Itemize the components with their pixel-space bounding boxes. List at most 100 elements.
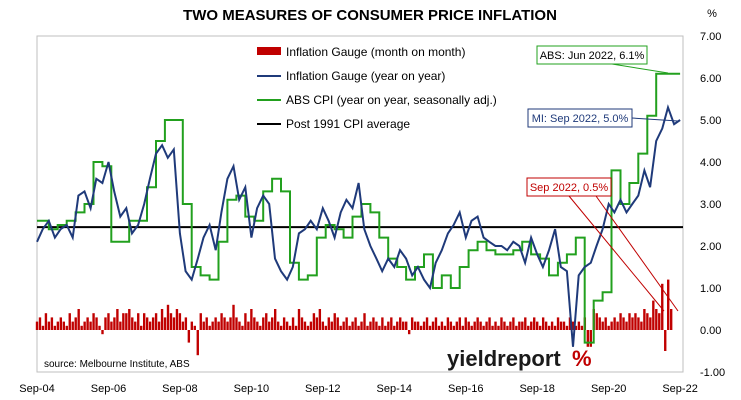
- bar-mom: [470, 325, 473, 330]
- bar-mom: [196, 330, 199, 356]
- y-unit-label: %: [707, 8, 717, 20]
- bar-mom: [89, 321, 92, 330]
- bar-mom: [128, 309, 131, 330]
- bar-mom: [190, 321, 194, 330]
- bar-mom: [351, 321, 354, 330]
- bar-mom: [271, 317, 274, 330]
- bar-mom: [476, 317, 479, 330]
- bar-mom: [571, 321, 575, 330]
- bar-mom: [327, 317, 330, 330]
- bar-mom: [259, 325, 262, 330]
- bar-mom: [399, 317, 402, 330]
- y-tick-label: 2.00: [700, 241, 721, 253]
- bar-mom: [333, 313, 336, 330]
- bar-mom: [143, 313, 146, 330]
- bar-mom: [214, 317, 217, 330]
- bar-mom: [488, 317, 491, 330]
- bar-mom: [232, 304, 235, 330]
- bar-mom: [437, 325, 441, 330]
- line-series: [36, 72, 681, 347]
- bar-mom: [485, 321, 488, 330]
- bar-mom: [547, 325, 551, 330]
- bar-mom: [187, 330, 191, 343]
- bar-mom: [104, 317, 107, 330]
- bar-mom: [562, 321, 566, 330]
- bar-mom: [634, 313, 637, 330]
- bar-mom: [556, 317, 560, 330]
- y-tick-label: 3.00: [700, 199, 721, 211]
- bar-mom: [402, 321, 405, 330]
- bar-mom: [574, 325, 578, 330]
- bar-mom: [241, 325, 244, 330]
- bar-mom: [440, 321, 444, 330]
- bar-mom: [565, 325, 569, 330]
- bar-mom: [235, 317, 238, 330]
- x-tick-label: Sep-08: [162, 383, 197, 395]
- legend-label-mom: Inflation Gauge (month on month): [286, 45, 465, 59]
- bar-mom: [220, 313, 223, 330]
- bar-mom: [101, 330, 104, 335]
- bar-mom: [288, 325, 292, 330]
- annotation-mom-leader-1: [568, 195, 665, 312]
- bar-mom: [628, 313, 631, 330]
- bar-mom: [238, 321, 241, 330]
- brand-part2: report: [497, 346, 561, 371]
- bar-mom: [422, 321, 426, 330]
- brand-part1: yield: [447, 346, 497, 371]
- bar-mom: [268, 321, 271, 330]
- bar-mom: [148, 321, 152, 330]
- bar-mom: [649, 317, 652, 330]
- bar-mom: [434, 317, 438, 330]
- legend-swatch-mom: [257, 47, 281, 55]
- bar-mom: [178, 313, 182, 330]
- bar-mom: [74, 317, 77, 330]
- legend-label-avg: Post 1991 CPI average: [286, 117, 410, 131]
- source-note: source: Melbourne Institute, ABS: [44, 359, 190, 370]
- bar-mom: [199, 313, 202, 330]
- bar-mom: [306, 325, 310, 330]
- y-tick-label: 0.00: [700, 325, 721, 337]
- legend-label-abs: ABS CPI (year on year, seasonally adj.): [286, 93, 497, 107]
- x-tick-label: Sep-14: [377, 383, 412, 395]
- bar-mom: [303, 321, 307, 330]
- bar-mom: [160, 309, 164, 330]
- bar-mom: [297, 309, 301, 330]
- bar-mom: [35, 321, 39, 330]
- bar-mom: [494, 321, 497, 330]
- bar-mom: [291, 317, 295, 330]
- annotation-mi-text: MI: Sep 2022, 5.0%: [532, 113, 629, 125]
- bar-mom: [652, 300, 655, 330]
- bar-mom: [446, 317, 450, 330]
- bar-mom: [244, 313, 247, 330]
- x-axis: Sep-04 Sep-06 Sep-08 Sep-10 Sep-12 Sep-14 Sep-…: [19, 383, 698, 395]
- bar-mom: [205, 317, 208, 330]
- bar-mom: [372, 317, 375, 330]
- bar-mom: [336, 317, 339, 330]
- bar-mom: [586, 330, 590, 347]
- x-tick-label: Sep-16: [448, 383, 483, 395]
- bar-mom: [38, 317, 42, 330]
- bar-mom: [59, 317, 63, 330]
- bar-mom: [354, 317, 357, 330]
- bar-mom: [56, 321, 60, 330]
- bar-mom: [95, 317, 98, 330]
- x-tick-label: Sep-10: [234, 383, 269, 395]
- bar-mom: [250, 309, 253, 330]
- bar-mom: [125, 313, 128, 330]
- bar-mom: [509, 321, 512, 330]
- bar-mom: [524, 317, 527, 330]
- bar-mom: [381, 317, 384, 330]
- bar-mom: [658, 313, 661, 330]
- bar-mom: [202, 321, 205, 330]
- bar-mom: [473, 321, 476, 330]
- bar-mom: [640, 321, 643, 330]
- bar-mom: [419, 325, 423, 330]
- annotation-abs-text: ABS: Jun 2022, 6.1%: [540, 50, 645, 62]
- bar-mom: [595, 313, 598, 330]
- bar-mom: [598, 317, 601, 330]
- bar-mom: [589, 330, 592, 347]
- bar-mom: [661, 283, 664, 330]
- bar-mom: [607, 325, 610, 330]
- bar-mom: [515, 325, 518, 330]
- bar-mom: [464, 317, 467, 330]
